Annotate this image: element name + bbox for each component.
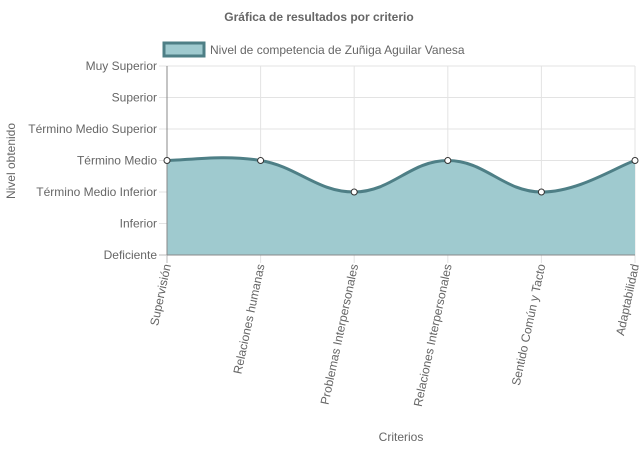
y-tick-label: Muy Superior <box>86 59 157 73</box>
data-point[interactable] <box>537 188 545 196</box>
chart-title: Gráfica de resultados por criterio <box>224 10 413 24</box>
y-tick-labels: Deficiente Inferior Término Medio Inferior… <box>28 59 157 262</box>
y-tick-label: Deficiente <box>104 248 158 262</box>
x-tick-label: Sentido Común y Tacto <box>509 262 549 386</box>
series-line <box>166 156 636 194</box>
series-area <box>166 156 636 255</box>
data-point[interactable] <box>350 188 358 196</box>
y-tick-label: Superior <box>112 91 157 105</box>
x-tick-label: Relaciones humanas <box>231 263 268 376</box>
legend-label[interactable]: Nivel de competencia de Zuñiga Aguilar V… <box>210 43 465 57</box>
y-tick-label: Término Medio <box>77 154 157 168</box>
data-point[interactable] <box>444 157 452 164</box>
y-tick-label: Inferior <box>120 217 157 231</box>
series-points <box>163 157 639 196</box>
x-tick-labels: Supervisión Relaciones humanas Problemas I… <box>147 262 639 407</box>
x-tick-label: Relaciones Interpersonales <box>411 263 455 408</box>
y-axis-title: Nivel obtenido <box>4 123 18 199</box>
x-tick-label: Adaptabilidad <box>613 263 639 337</box>
y-tick-label: Término Medio Superior <box>28 122 157 136</box>
series-area-fill <box>167 157 635 255</box>
data-point[interactable] <box>257 157 265 164</box>
x-axis-title: Criterios <box>379 430 424 444</box>
x-tick-label: Supervisión <box>147 263 174 327</box>
data-point[interactable] <box>163 157 171 164</box>
data-point[interactable] <box>631 157 639 164</box>
y-tick-label: Término Medio Inferior <box>36 185 157 199</box>
legend-swatch[interactable] <box>162 41 206 58</box>
x-tick-label: Problemas Interpersonales <box>318 263 362 406</box>
